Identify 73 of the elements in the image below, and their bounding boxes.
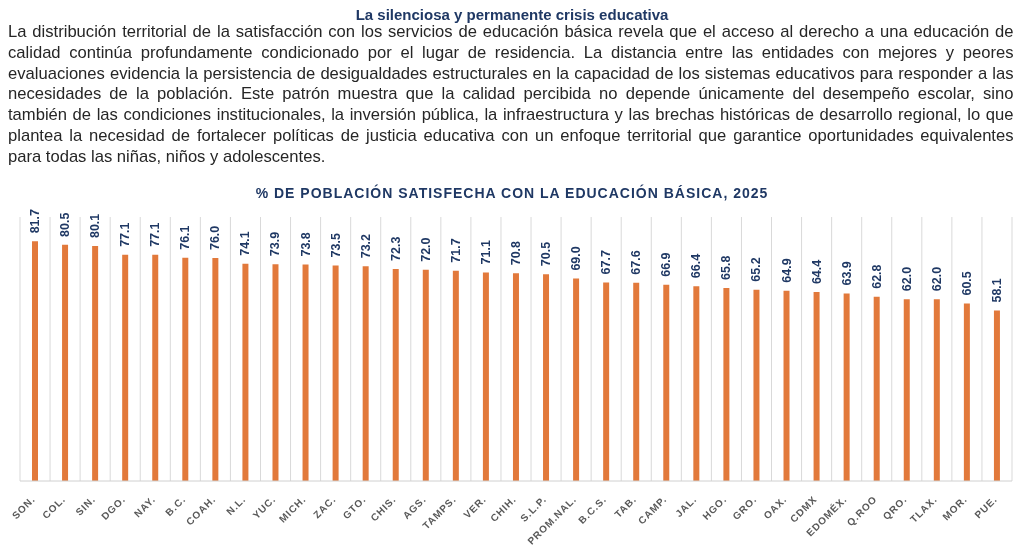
bar xyxy=(362,266,369,481)
bar xyxy=(573,278,580,481)
bar xyxy=(993,310,1000,481)
data-label: 65.8 xyxy=(719,255,734,280)
data-label: 70.8 xyxy=(508,240,523,266)
data-label: 71.1 xyxy=(478,240,493,265)
bar xyxy=(32,241,38,481)
data-label: 60.5 xyxy=(959,271,974,296)
data-label: 67.7 xyxy=(599,250,614,275)
bar xyxy=(392,268,399,481)
bar xyxy=(873,296,880,481)
bar xyxy=(813,292,820,481)
data-label: 67.6 xyxy=(629,250,644,275)
bar xyxy=(603,282,610,481)
data-label: 64.4 xyxy=(809,259,824,285)
bar xyxy=(723,287,730,481)
bar xyxy=(422,269,429,481)
data-label: 71.7 xyxy=(448,238,463,263)
bar xyxy=(663,284,670,481)
bar xyxy=(963,303,970,481)
bar xyxy=(903,299,910,481)
data-label: 80.1 xyxy=(88,213,103,239)
data-label: 66.9 xyxy=(659,252,674,277)
data-label: 76.0 xyxy=(208,225,223,251)
data-label: 74.1 xyxy=(238,231,253,256)
bar xyxy=(182,257,189,481)
bar xyxy=(512,273,519,481)
data-label: 80.5 xyxy=(58,212,73,237)
data-label: 58.1 xyxy=(989,278,1004,303)
data-label: 66.4 xyxy=(689,253,704,279)
x-tick-label: SIN. xyxy=(73,493,98,518)
data-label: 81.7 xyxy=(28,208,42,234)
bar xyxy=(753,289,760,481)
bar xyxy=(242,263,249,481)
data-label: 69.0 xyxy=(569,246,584,271)
bar xyxy=(152,254,159,481)
text: La distribución territorial de la satisfacción con los servicios de educación básica revela que el acceso al derecho a una educación de calidad continúa profundamente condicionado por el lugar de residencia. La distancia entre las entidades con mejores y peores evaluaciones evidencia la persistencia de desigualdades estructurales en la capacidad de los sistemas educativos para responder a las necesidades de la población. Este patrón muestra que la calidad percibida no depende únicamente del desempeño escolar, sino también de las condiciones institucionales, la inversión pública, la infraestructura y las brechas históricas de desarrollo regional, lo que plantea la necesidad de fortalecer políticas de justicia educativa con un enfoque territorial que garantice oportunidades equivalentes para todas las niñas, niños y adolescentes. xyxy=(8,22,1014,168)
chart-subtitle: % DE POBLACIÓN SATISFECHA CON LA EDUCACIÓN BÁSICA, 2025 xyxy=(254,184,770,202)
data-label: 73.2 xyxy=(358,233,373,259)
bar xyxy=(543,274,550,481)
data-label: 72.3 xyxy=(388,236,403,261)
data-label: 65.2 xyxy=(749,257,764,282)
data-label: 62.8 xyxy=(869,264,884,289)
data-label: 77.1 xyxy=(148,222,163,247)
data-label: 73.8 xyxy=(298,232,313,257)
data-label: 77.1 xyxy=(118,222,133,247)
bar xyxy=(482,272,489,481)
data-label: 63.9 xyxy=(839,261,854,286)
bar xyxy=(272,264,279,481)
bar xyxy=(332,265,339,481)
data-label: 73.9 xyxy=(268,231,283,257)
data-label: 62.0 xyxy=(899,266,914,292)
data-label: 62.0 xyxy=(929,266,944,292)
data-label: 70.5 xyxy=(539,241,554,267)
data-label: 76.1 xyxy=(178,225,193,250)
x-tick-label: N.L. xyxy=(224,493,248,518)
bar xyxy=(92,246,99,481)
bar xyxy=(62,244,69,481)
bar xyxy=(122,254,129,481)
bar xyxy=(302,264,309,481)
chart-title: La silenciosa y permanente crisis educativa xyxy=(354,5,670,25)
bar xyxy=(452,270,459,481)
data-label: 73.5 xyxy=(328,233,343,258)
bar xyxy=(933,299,940,481)
data-label: 64.9 xyxy=(779,258,794,283)
bar xyxy=(633,282,640,481)
x-tick-label: B.C. xyxy=(163,493,188,519)
bar xyxy=(693,286,700,481)
bar xyxy=(212,258,219,481)
data-label: 72.0 xyxy=(418,237,433,262)
bar xyxy=(783,290,790,481)
x-tick-label: JAL. xyxy=(673,493,699,520)
bar xyxy=(843,293,850,481)
